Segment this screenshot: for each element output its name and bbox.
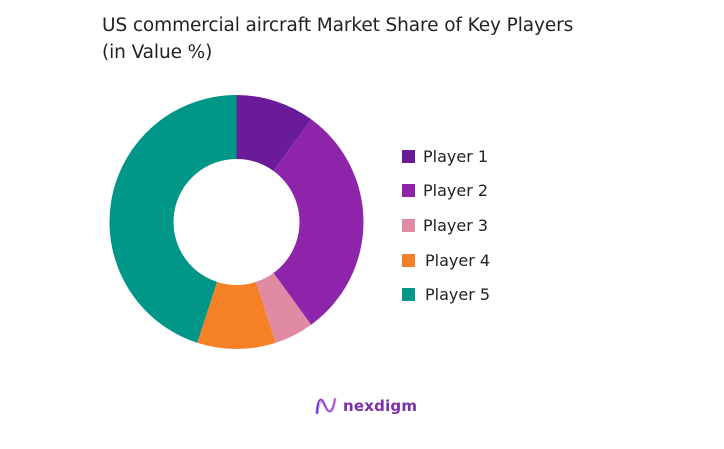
donut-segment-player-3 bbox=[255, 272, 312, 343]
legend-label: Player 3 bbox=[423, 215, 489, 235]
logo-text: nexdigm bbox=[343, 397, 418, 415]
legend-swatch bbox=[402, 287, 415, 301]
chart-title-line2: (in Value %) bbox=[102, 42, 213, 63]
legend-item-player-1: Player 1 bbox=[402, 146, 488, 166]
legend-label: Player 4 bbox=[425, 250, 491, 270]
chart-title-line1: US commercial aircraft Market Share of K… bbox=[102, 15, 574, 36]
nexdigm-logo: nexdigm bbox=[315, 396, 417, 416]
donut-segment-player-4 bbox=[197, 281, 276, 349]
legend-swatch bbox=[402, 218, 415, 232]
legend-item-player-4: Player 4 bbox=[402, 250, 490, 270]
donut-segment-player-1 bbox=[236, 95, 312, 172]
legend-swatch bbox=[402, 149, 415, 163]
legend-label: Player 5 bbox=[425, 284, 491, 304]
donut-segment-player-2 bbox=[273, 119, 364, 325]
legend-label: Player 2 bbox=[423, 180, 489, 200]
nexdigm-wave-icon bbox=[315, 397, 337, 415]
legend-swatch bbox=[402, 253, 415, 267]
legend-label: Player 1 bbox=[423, 146, 489, 166]
donut-segment-player-5 bbox=[109, 95, 237, 343]
legend-item-player-5: Player 5 bbox=[402, 284, 490, 304]
legend-item-player-3: Player 3 bbox=[402, 215, 488, 235]
legend-swatch bbox=[402, 183, 415, 197]
chart-title: US commercial aircraft Market Share of K… bbox=[102, 12, 573, 66]
legend-item-player-2: Player 2 bbox=[402, 180, 488, 200]
